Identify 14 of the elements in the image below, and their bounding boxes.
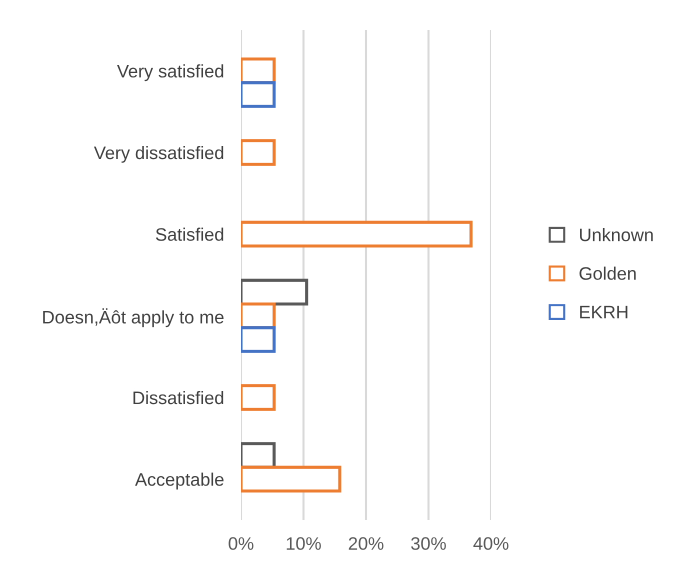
- y-tick-label: Acceptable: [135, 472, 224, 490]
- y-tick-label: Dissatisfied: [134, 390, 224, 404]
- y-tick-label: Satisfied: [156, 228, 224, 241]
- y-tick-label: Doesn,Äôt apply to me: [43, 308, 224, 328]
- x-tick-label: 0%: [228, 537, 254, 550]
- x-tick-label: 20%: [348, 537, 384, 550]
- legend-label: Unknown: [580, 228, 653, 242]
- y-tick-label: Very dissatisfied: [94, 146, 224, 163]
- legend-label: EKRH: [580, 306, 628, 318]
- x-tick-label: 40%: [473, 537, 508, 550]
- x-tick-label: 30%: [411, 537, 446, 550]
- y-tick-label: Very satisfied: [117, 64, 224, 82]
- legend-label: Golden: [580, 266, 636, 280]
- x-tick-label: 10%: [286, 537, 321, 550]
